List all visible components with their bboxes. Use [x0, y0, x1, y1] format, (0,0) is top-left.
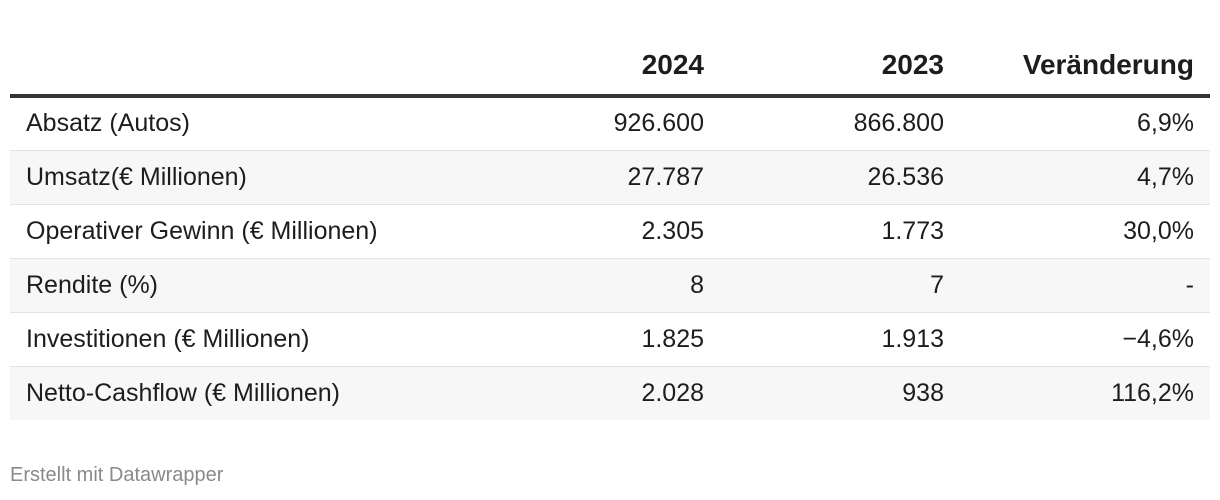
table-row: Operativer Gewinn (€ Millionen) 2.305 1.… [10, 204, 1210, 259]
cell-2023: 1.773 [720, 204, 960, 259]
row-label: Umsatz(€ Millionen) [10, 150, 480, 205]
table-row: Absatz (Autos) 926.600 866.800 6,9% [10, 96, 1210, 151]
row-label: Rendite (%) [10, 258, 480, 313]
header-row: 2024 2023 Veränderung [10, 36, 1210, 98]
table-header: 2024 2023 Veränderung [10, 36, 1210, 98]
table-body: Absatz (Autos) 926.600 866.800 6,9% Umsa… [10, 96, 1210, 420]
cell-2024: 1.825 [480, 312, 720, 367]
data-table-container: 2024 2023 Veränderung Absatz (Autos) 926… [10, 36, 1210, 420]
header-cell-change: Veränderung [960, 36, 1210, 98]
cell-2023: 866.800 [720, 96, 960, 151]
cell-2024: 926.600 [480, 96, 720, 151]
cell-2024: 27.787 [480, 150, 720, 205]
cell-2024: 8 [480, 258, 720, 313]
table-row: Umsatz(€ Millionen) 27.787 26.536 4,7% [10, 150, 1210, 205]
cell-change: 6,9% [960, 96, 1210, 151]
table-row: Rendite (%) 8 7 - [10, 258, 1210, 313]
cell-2023: 938 [720, 366, 960, 420]
row-label: Operativer Gewinn (€ Millionen) [10, 204, 480, 259]
cell-change: 116,2% [960, 366, 1210, 420]
cell-change: −4,6% [960, 312, 1210, 367]
cell-change: 30,0% [960, 204, 1210, 259]
cell-2023: 26.536 [720, 150, 960, 205]
table-row: Investitionen (€ Millionen) 1.825 1.913 … [10, 312, 1210, 367]
cell-2024: 2.028 [480, 366, 720, 420]
header-cell-2024: 2024 [480, 36, 720, 98]
data-table: 2024 2023 Veränderung Absatz (Autos) 926… [10, 36, 1210, 420]
cell-2023: 7 [720, 258, 960, 313]
row-label: Netto-Cashflow (€ Millionen) [10, 366, 480, 420]
datawrapper-credit[interactable]: Erstellt mit Datawrapper [10, 464, 224, 486]
cell-change: - [960, 258, 1210, 313]
cell-change: 4,7% [960, 150, 1210, 205]
cell-2023: 1.913 [720, 312, 960, 367]
table-row: Netto-Cashflow (€ Millionen) 2.028 938 1… [10, 366, 1210, 420]
header-cell-2023: 2023 [720, 36, 960, 98]
row-label: Investitionen (€ Millionen) [10, 312, 480, 367]
row-label: Absatz (Autos) [10, 96, 480, 151]
header-cell-label [10, 36, 480, 98]
cell-2024: 2.305 [480, 204, 720, 259]
